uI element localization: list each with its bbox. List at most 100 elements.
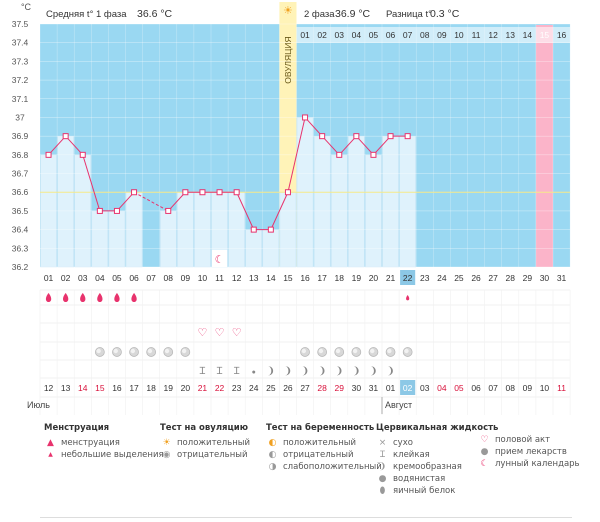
phase2-day-cell [484, 27, 502, 43]
temperature-point [199, 189, 206, 196]
legend-menstruation: Менструация ▲ менструация ▲ небольшие выде… [44, 422, 164, 461]
phase2-day-cell [518, 27, 536, 43]
axis-labels: 01 02 03 04 05 06 07 08 09 10 11 12 13 14 15 16 ☀ ОВУЛЯЦИ… [12, 2, 567, 285]
cycle-day-label: 18 [335, 273, 345, 283]
calendar-date: 15 [95, 383, 105, 393]
temperature-segment [236, 192, 255, 230]
temperature-segment [338, 135, 357, 156]
test-highlight [335, 348, 341, 354]
temperature-segment [167, 191, 186, 212]
phase2-day-cell [330, 27, 348, 43]
phase2-day-number: 02 [317, 30, 327, 40]
temperature-point [216, 189, 223, 196]
legend-item-pregnancy-negative: ◐ отрицательный [266, 449, 382, 461]
temperature-bar [108, 210, 126, 268]
sun-icon: ☀ [162, 438, 171, 448]
temperature-bar [348, 135, 365, 268]
calendar-date: 10 [540, 383, 550, 393]
temperature-segment [270, 192, 289, 230]
calendar-date: 05 [454, 383, 464, 393]
menstruation-drop-icon [114, 293, 120, 302]
cycle-day-label: 09 [181, 273, 191, 283]
calendar-date: 02 [403, 383, 413, 393]
cycle-day-label: 21 [386, 273, 396, 283]
calendar-date: 24 [249, 383, 259, 393]
phase1-avg-label: Средняя t° 1 фаза [46, 9, 127, 20]
cycle-day-label: 31 [557, 273, 567, 283]
cycle-day-label: 29 [523, 273, 533, 283]
ovulation-label: ОВУЛЯЦИЯ [283, 36, 293, 83]
calendar-date: 23 [232, 383, 242, 393]
temperature-bar [57, 135, 74, 268]
phase2-day-cell [399, 27, 417, 43]
phase2-day-number: 03 [335, 30, 345, 40]
temperature-point [284, 189, 291, 196]
watery-icon: ● [252, 369, 256, 376]
phase2-day-number: 04 [352, 30, 362, 40]
menstruation-drop-icon [63, 293, 69, 302]
phase2-day-cell [416, 27, 434, 43]
temperature-segment [82, 154, 101, 212]
calendar-date: 29 [335, 383, 345, 393]
temperature-segment [48, 135, 67, 156]
bottom-divider [40, 517, 572, 518]
cycle-day-label: 08 [164, 273, 174, 283]
menstruation-drop-icon [45, 293, 52, 302]
cycle-day-label: 03 [78, 273, 88, 283]
calendar-date: 08 [506, 383, 516, 393]
temperature-point [131, 189, 138, 196]
test-highlight [147, 348, 153, 354]
lunar-day-cell [212, 250, 228, 267]
cycle-day-label: 04 [95, 273, 105, 283]
chart-header: Средняя t° 1 фаза 36.6 °C 2 фаза 36.9 °C… [40, 2, 565, 24]
phase2-day-number: 13 [506, 30, 516, 40]
cycle-day-label: 26 [471, 273, 481, 283]
cycle-day-label: 14 [266, 273, 276, 283]
calendar-date: 28 [317, 383, 327, 393]
phase2-avg-label: 2 фаза [304, 9, 335, 20]
legend-ovulation-test-title: Тест на овуляцию [160, 423, 249, 433]
phase2-day-number: 12 [488, 30, 498, 40]
legend-mucus-title: Цервикальная жидкость [376, 423, 499, 433]
cycle-day-label: 25 [454, 273, 464, 283]
y-tick-label: 36.6 [12, 187, 29, 197]
spotting-drop-icon [406, 295, 410, 301]
calendar-date: 18 [146, 383, 156, 393]
cycle-day-label: 20 [369, 273, 379, 283]
temperature-bar [91, 210, 109, 268]
calendar-date: 01 [386, 383, 396, 393]
phase2-day-cell [296, 27, 314, 43]
highlighted-day-column [535, 25, 553, 267]
phase2-avg-value: 36.9 °C [335, 8, 371, 20]
temp-diff-value: 0.3 °C [430, 8, 460, 20]
phase2-day-cell [382, 27, 400, 43]
creamy-icon: ❩ [267, 366, 275, 377]
test-highlight [370, 348, 375, 354]
creamy-icon: ❩ [318, 366, 326, 377]
y-tick-label: 36.9 [12, 131, 29, 141]
y-tick-label: 37.5 [12, 19, 29, 29]
calendar-date: 13 [61, 383, 71, 393]
cycle-day-label: 16 [300, 273, 310, 283]
calendar-date: 09 [523, 383, 533, 393]
legend-menstruation-title: Менструация [44, 423, 110, 433]
cycle-day-label: 05 [112, 273, 122, 283]
temperature-bar [159, 210, 177, 268]
current-date-marker [400, 380, 416, 395]
y-tick-label: 36.4 [12, 225, 29, 235]
creamy-icon: ❩ [352, 366, 360, 377]
legend-pregnancy-test: Тест на беременность ◐ положительный ◐ отр… [266, 422, 382, 473]
dry-icon: × [378, 438, 387, 448]
temp-diff-label: Разница t° [386, 9, 432, 20]
sticky-icon: Ɪ [379, 450, 385, 460]
phase2-day-number: 11 [472, 30, 481, 40]
temperature-point [353, 133, 360, 140]
phase2-day-number: 09 [437, 30, 447, 40]
y-tick-label: 36.2 [12, 262, 29, 272]
light-drop-icon: ▲ [48, 451, 53, 458]
calendar-date: 20 [181, 383, 191, 393]
temperature-segment [116, 191, 135, 212]
legend-item-egg-white: ⬮ яичный белок [376, 485, 498, 497]
test-positive-icon: ◐ [268, 438, 277, 448]
